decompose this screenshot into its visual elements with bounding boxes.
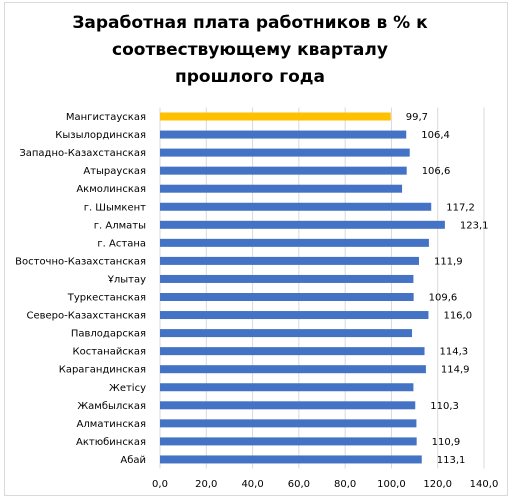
- data-label: 110,9: [432, 437, 461, 448]
- category-label: Кызылординская: [55, 130, 146, 141]
- x-tick-label: 140,0: [470, 479, 499, 490]
- category-label: Актюбинская: [76, 437, 146, 448]
- category-label: Туркестанская: [67, 293, 146, 304]
- data-label: 111,9: [434, 256, 463, 267]
- category-label: г. Шымкент: [84, 202, 146, 213]
- category-label: Северо-Казахстанская: [26, 311, 146, 322]
- bar: [160, 274, 414, 283]
- data-label: 99,7: [406, 112, 428, 123]
- data-label: 113,1: [437, 455, 466, 466]
- data-label: 123,1: [460, 220, 489, 231]
- bar: [160, 383, 414, 392]
- category-label: Павлодарская: [71, 329, 146, 340]
- data-label: 106,4: [421, 130, 450, 141]
- data-label: 114,3: [440, 347, 469, 358]
- data-label: 117,2: [446, 202, 475, 213]
- bar: [160, 202, 432, 211]
- category-label: г. Астана: [97, 238, 146, 249]
- bar: [160, 293, 414, 301]
- bar: [160, 455, 422, 464]
- x-tick-label: 100,0: [377, 479, 406, 490]
- bar: [160, 256, 419, 265]
- bar: [160, 238, 429, 247]
- bar: [160, 365, 426, 374]
- category-label: Абай: [120, 455, 146, 466]
- x-tick-label: 60,0: [288, 479, 310, 490]
- x-tick-label: 20,0: [195, 479, 217, 490]
- category-label: Атырауская: [83, 166, 146, 177]
- data-label: 106,6: [422, 166, 451, 177]
- bar: [160, 184, 403, 193]
- data-label: 114,9: [441, 365, 470, 376]
- category-label: Мангистауская: [66, 112, 146, 123]
- bar: [160, 347, 425, 356]
- category-label: Жетісу: [109, 382, 146, 394]
- category-label: Карагандинская: [59, 365, 146, 376]
- bar: [160, 130, 407, 139]
- x-tick-label: 40,0: [241, 479, 263, 490]
- bar: [160, 419, 417, 428]
- bar: [160, 329, 413, 338]
- category-label: Акмолинская: [76, 184, 146, 195]
- category-label: Восточно-Казахстанская: [15, 256, 146, 267]
- x-tick-label: 80,0: [334, 479, 356, 490]
- bar: [160, 401, 416, 410]
- category-label: Алматинская: [77, 419, 146, 430]
- bar: [160, 112, 391, 121]
- category-label: Жамбылская: [77, 401, 146, 412]
- bar: [160, 437, 417, 446]
- category-label: Ұлытау: [107, 274, 146, 285]
- category-label: г. Алматы: [94, 220, 146, 231]
- bar: [160, 166, 407, 175]
- data-label: 110,3: [430, 401, 459, 412]
- chart-title: Заработная плата работников в % к соотве…: [72, 13, 428, 87]
- data-label: 109,6: [429, 293, 458, 304]
- chart-frame: [4, 2, 508, 496]
- category-label: Костанайская: [72, 347, 146, 358]
- data-label: 116,0: [443, 311, 472, 322]
- bar: [160, 311, 429, 320]
- category-label: Западно-Казахстанская: [19, 148, 146, 159]
- x-tick-label: 120,0: [423, 479, 452, 490]
- x-tick-label: 0,0: [152, 479, 168, 490]
- bar: [160, 148, 410, 157]
- bar: [160, 220, 445, 229]
